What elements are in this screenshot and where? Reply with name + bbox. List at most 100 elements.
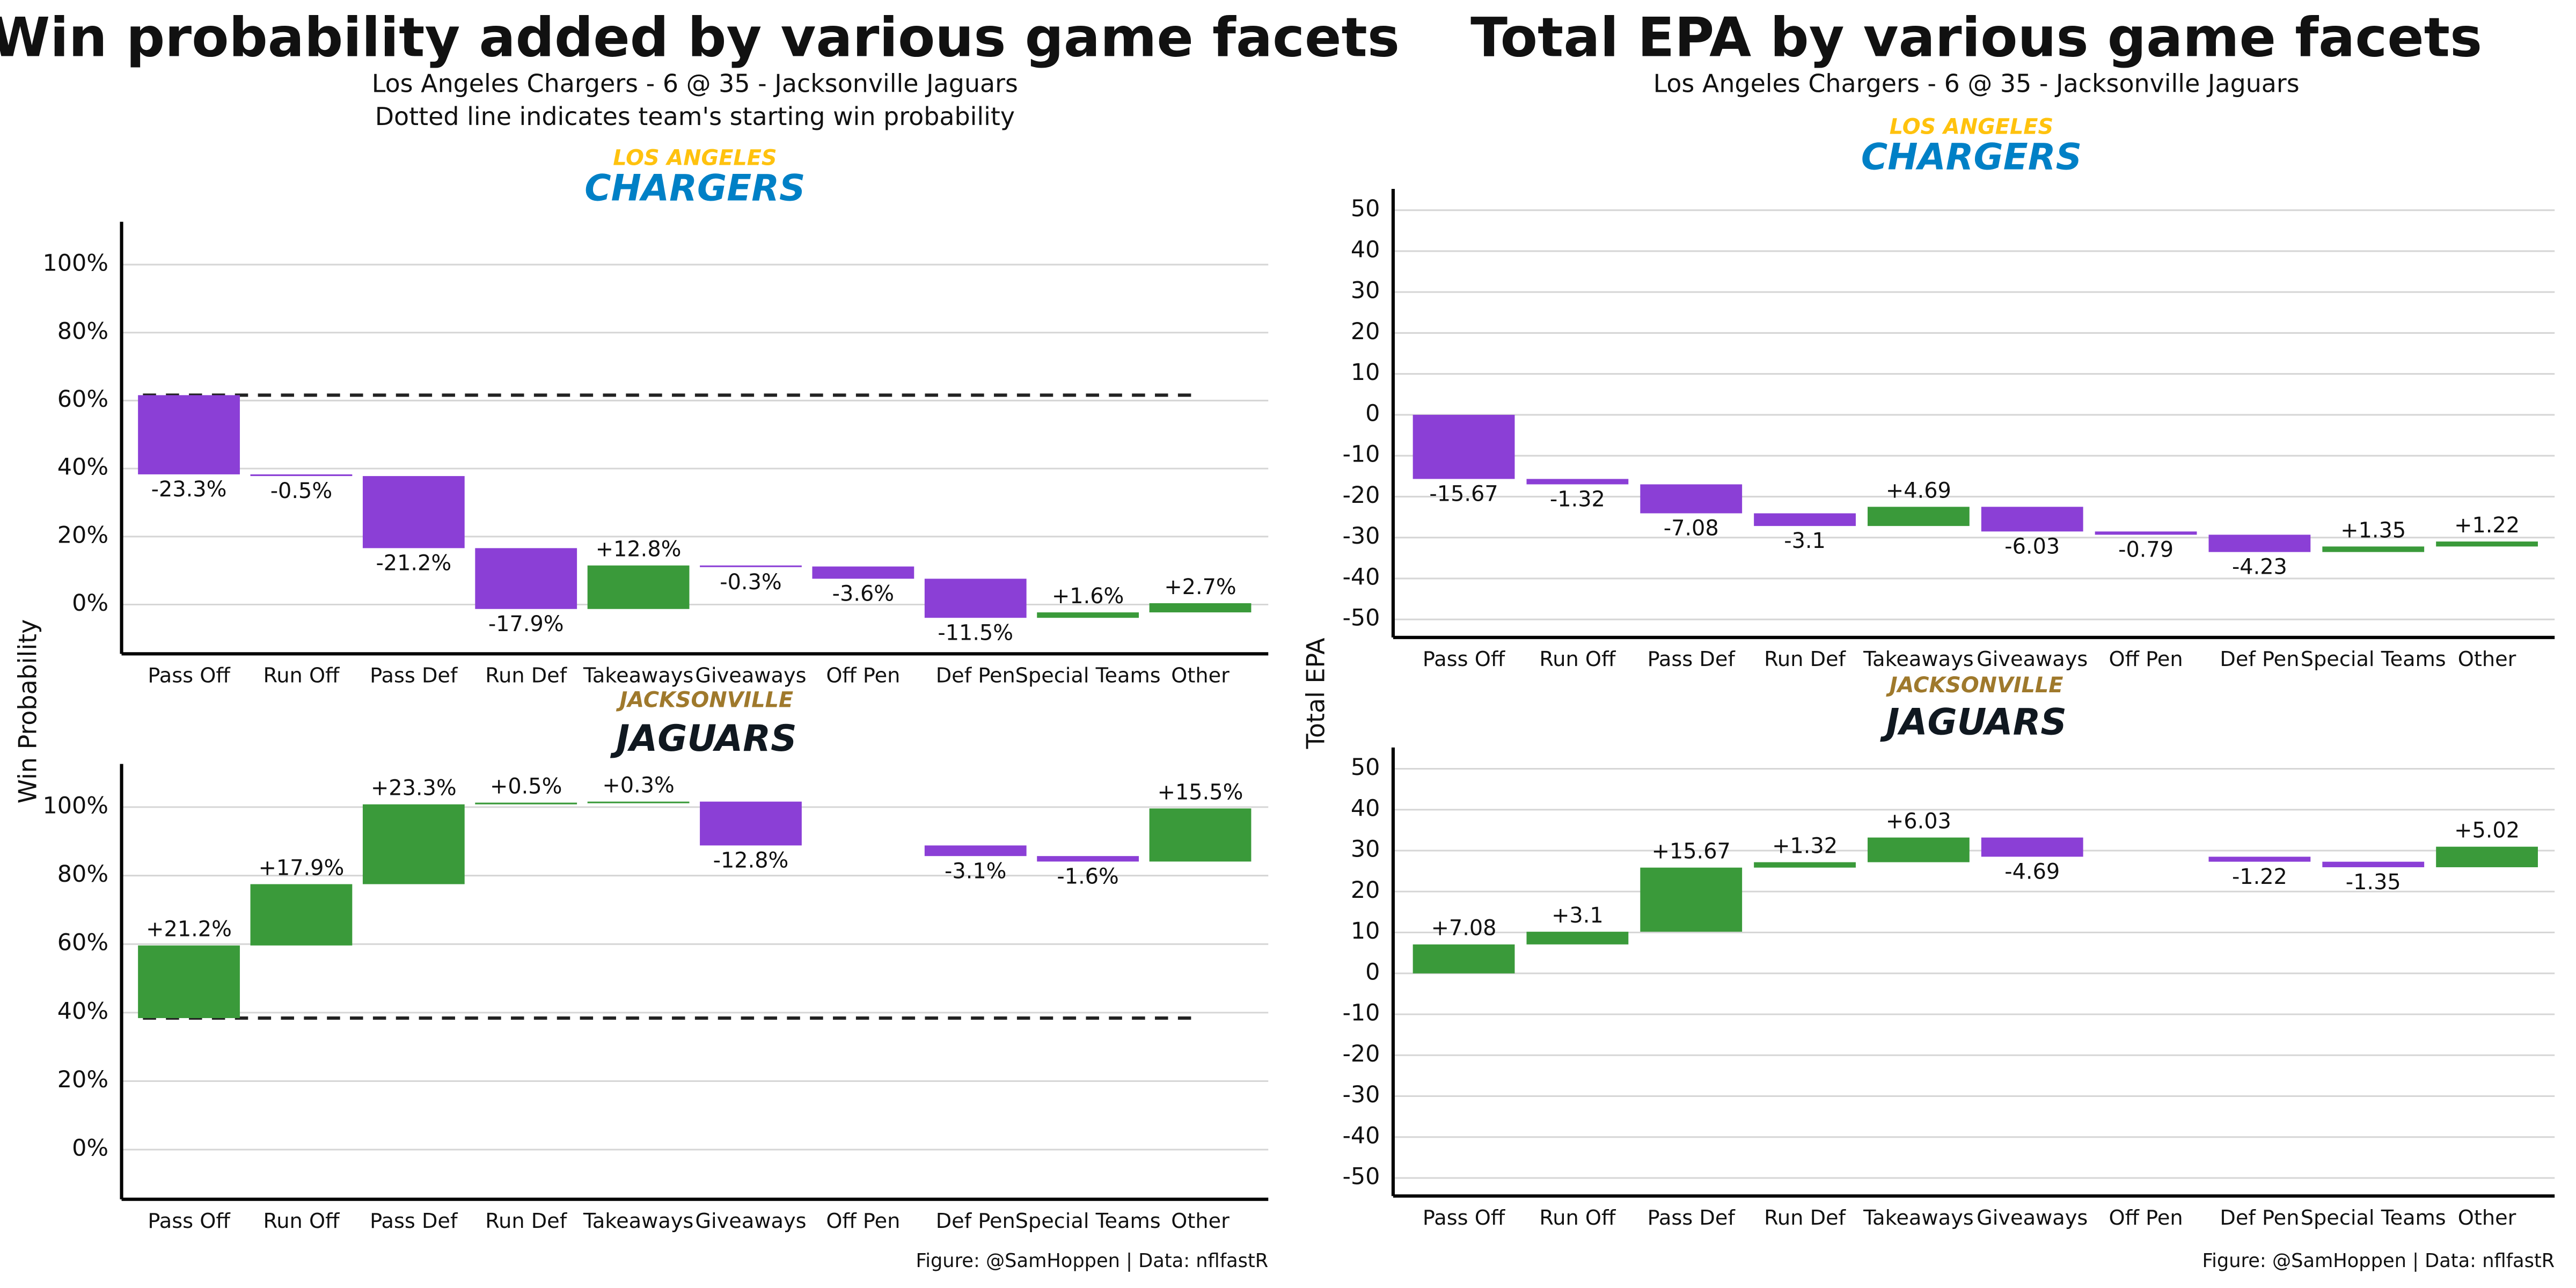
y-tick-label: 40% (57, 454, 108, 481)
y-tick-label: 50 (1351, 195, 1380, 222)
y-tick-label: 0 (1365, 958, 1380, 985)
x-tick-label: Run Def (1764, 1206, 1846, 1230)
team-logo-city: JACKSONVILLE (1886, 673, 2063, 698)
caption: Figure: @SamHoppen | Data: nflfastR (2202, 1250, 2555, 1272)
y-tick-label: 20 (1351, 318, 1380, 345)
waterfall-bar (1640, 484, 1743, 514)
value-label: +7.08 (1431, 916, 1497, 941)
y-tick-label: 10 (1351, 918, 1380, 945)
x-tick-label: Off Pen (826, 664, 900, 688)
waterfall-bar (1754, 862, 1856, 868)
value-label: -4.23 (2232, 555, 2287, 580)
x-tick-label: Other (2458, 647, 2516, 671)
y-tick-label: -30 (1342, 523, 1380, 550)
value-label: -0.3% (720, 570, 781, 595)
value-label: -15.67 (1429, 482, 1498, 507)
chart-subtitle: Los Angeles Chargers - 6 @ 35 - Jacksonv… (1653, 69, 2300, 98)
x-tick-label: Other (1171, 1209, 1230, 1233)
value-label: +15.67 (1652, 839, 1731, 864)
team-logo-name: JAGUARS (1879, 701, 2067, 743)
x-tick-label: Run Off (263, 664, 340, 688)
value-label: -3.6% (832, 581, 894, 606)
waterfall-bar (1149, 603, 1252, 613)
y-tick-label: 30 (1351, 277, 1380, 304)
x-tick-label: Pass Off (148, 1209, 231, 1233)
y-tick-label: -10 (1342, 441, 1380, 468)
waterfall-bar (700, 801, 802, 846)
team-logo-name: CHARGERS (584, 167, 805, 209)
value-label: -11.5% (938, 620, 1013, 645)
team-logo-city: JACKSONVILLE (616, 688, 794, 713)
value-label: -7.08 (1664, 516, 1719, 541)
team-logo-name: JAGUARS (610, 717, 797, 759)
waterfall-bar (475, 548, 577, 609)
value-label: -12.8% (713, 848, 789, 873)
waterfall-bar (1981, 837, 2083, 857)
chart-subtitle: Los Angeles Chargers - 6 @ 35 - Jacksonv… (372, 69, 1018, 98)
waterfall-bar (924, 579, 1027, 618)
value-label: +15.5% (1158, 780, 1243, 804)
waterfall-bar (1981, 507, 2083, 532)
waterfall-bar (1754, 513, 1856, 526)
x-tick-label: Def Pen (2220, 647, 2299, 671)
x-tick-label: Run Def (1764, 647, 1846, 671)
x-tick-label: Off Pen (826, 1209, 900, 1233)
y-tick-label: 20% (57, 1066, 108, 1093)
waterfall-bar (2436, 541, 2538, 547)
chart-subtitle: Dotted line indicates team's starting wi… (375, 102, 1015, 131)
waterfall-bar (1868, 507, 1970, 526)
value-label: +5.02 (2454, 818, 2520, 843)
x-tick-label: Run Off (263, 1209, 340, 1233)
waterfall-bar (587, 565, 690, 609)
x-tick-label: Takeaways (1863, 1206, 1974, 1230)
waterfall-bar (2208, 535, 2311, 552)
y-tick-label: -40 (1342, 564, 1380, 590)
x-tick-label: Pass Def (370, 664, 458, 688)
waterfall-bar (2322, 546, 2425, 552)
x-tick-label: Special Teams (1015, 1209, 1161, 1233)
y-tick-label: 60% (57, 386, 108, 413)
y-tick-label: 80% (57, 318, 108, 345)
value-label: +3.1 (1552, 903, 1604, 928)
value-label: -17.9% (488, 612, 564, 636)
value-label: -0.5% (270, 479, 332, 503)
value-label: +21.2% (146, 917, 232, 942)
y-tick-label: 100% (43, 250, 109, 277)
x-tick-label: Off Pen (2109, 647, 2183, 671)
y-tick-label: -50 (1342, 605, 1380, 632)
waterfall-bar (2095, 531, 2197, 535)
y-tick-label: 40 (1351, 236, 1380, 263)
waterfall-bar (2322, 861, 2425, 867)
value-label: -1.22 (2232, 865, 2287, 889)
waterfall-bar (1640, 867, 1743, 932)
x-tick-label: Takeaways (583, 1209, 694, 1233)
value-label: +23.3% (371, 776, 457, 801)
value-label: +1.35 (2340, 518, 2406, 543)
x-tick-label: Takeaways (583, 664, 694, 688)
y-tick-label: 80% (57, 861, 108, 888)
x-tick-label: Pass Off (1423, 1206, 1506, 1230)
value-label: -3.1% (945, 859, 1006, 883)
x-tick-label: Special Teams (2301, 1206, 2446, 1230)
y-tick-label: 20% (57, 522, 108, 548)
y-tick-label: -20 (1342, 1041, 1380, 1067)
waterfall-bar (475, 802, 577, 804)
x-tick-label: Pass Def (1648, 647, 1736, 671)
waterfall-bar (812, 566, 914, 579)
waterfall-bar (1037, 612, 1139, 618)
waterfall-bar (250, 884, 353, 946)
value-label: -1.6% (1057, 864, 1118, 889)
waterfall-bar (700, 565, 802, 567)
x-tick-label: Special Teams (1015, 664, 1161, 688)
value-label: -4.69 (2004, 859, 2060, 884)
value-label: -21.2% (376, 551, 451, 575)
x-tick-label: Def Pen (2220, 1206, 2299, 1230)
y-tick-label: -50 (1342, 1163, 1380, 1190)
value-label: -1.35 (2346, 870, 2401, 895)
waterfall-bar (1413, 944, 1515, 974)
value-label: +0.5% (490, 774, 562, 799)
waterfall-bar (587, 801, 690, 803)
value-label: -1.32 (1550, 487, 1605, 512)
value-label: +1.6% (1052, 584, 1124, 609)
y-tick-label: -40 (1342, 1122, 1380, 1149)
